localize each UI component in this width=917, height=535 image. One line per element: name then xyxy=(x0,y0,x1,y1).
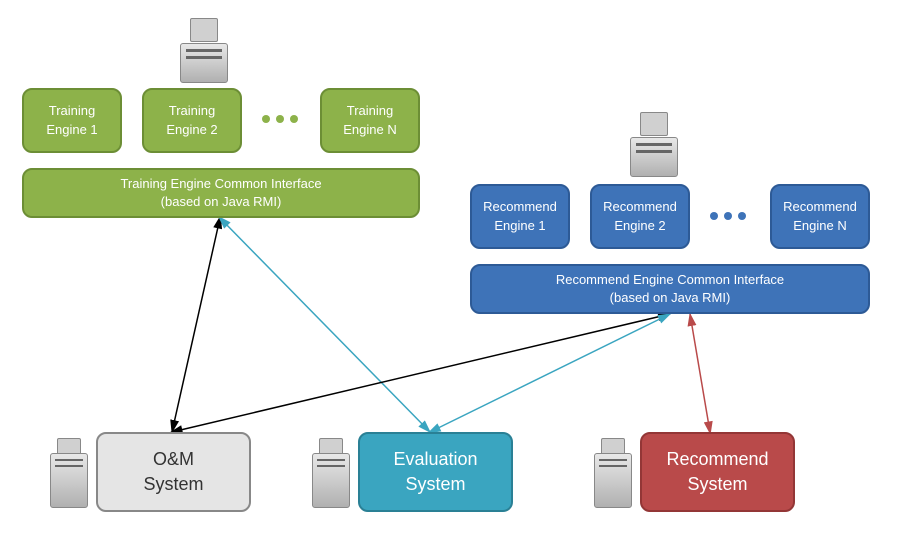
training-ellipsis xyxy=(262,115,298,123)
recommend-interface: Recommend Engine Common Interface(based … xyxy=(470,264,870,314)
training-engine-2: TrainingEngine 2 xyxy=(142,88,242,153)
training-engine-1: TrainingEngine 1 xyxy=(22,88,122,153)
eval-server-icon xyxy=(312,438,352,508)
training-interface: Training Engine Common Interface(based o… xyxy=(22,168,420,218)
eval-system: EvaluationSystem xyxy=(358,432,513,512)
recommend-engine-2: RecommendEngine 2 xyxy=(590,184,690,249)
oam-system: O&MSystem xyxy=(96,432,251,512)
recommend-ellipsis xyxy=(710,212,746,220)
recommend-server-icon xyxy=(630,112,680,177)
rec-system: RecommendSystem xyxy=(640,432,795,512)
recommend-engine-1: RecommendEngine 1 xyxy=(470,184,570,249)
training-engine-3: TrainingEngine N xyxy=(320,88,420,153)
training-server-icon xyxy=(180,18,230,83)
rec-server-icon xyxy=(594,438,634,508)
recommend-engine-3: RecommendEngine N xyxy=(770,184,870,249)
oam-server-icon xyxy=(50,438,90,508)
